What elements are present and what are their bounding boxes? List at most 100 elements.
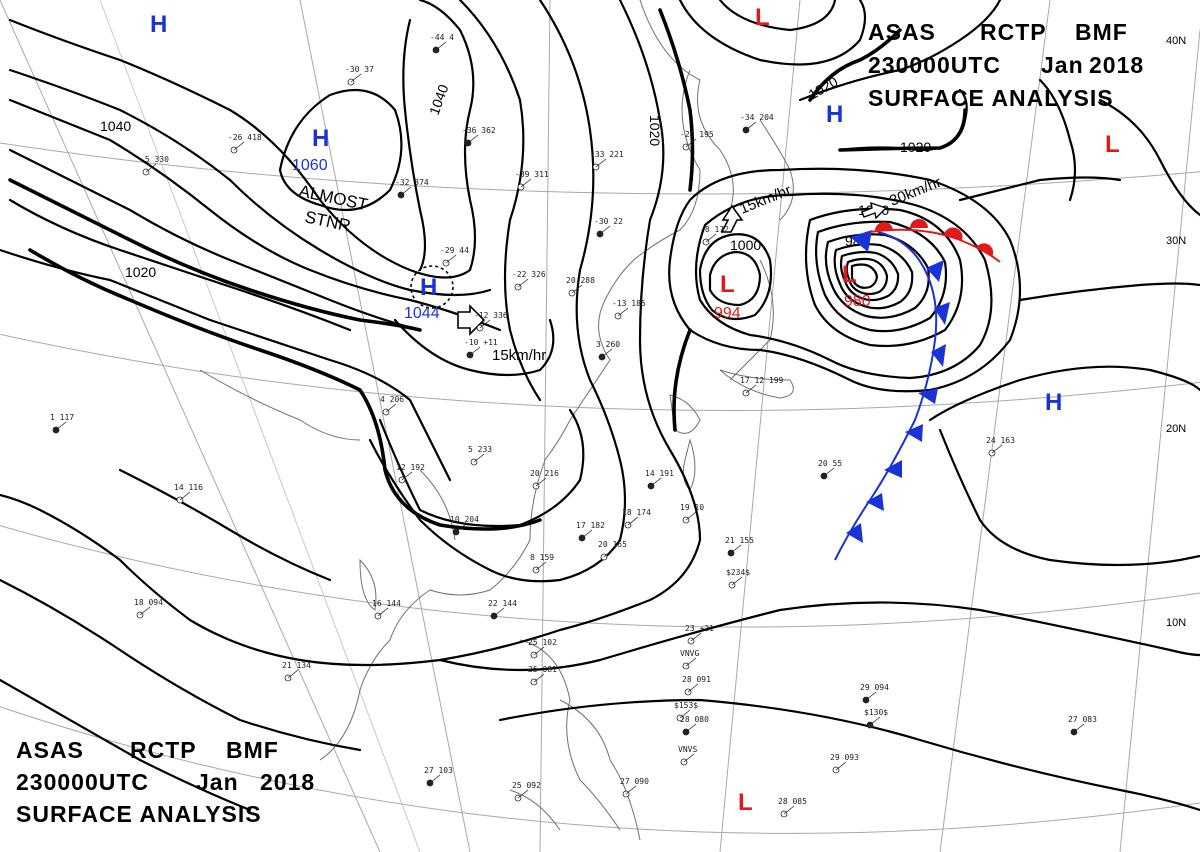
station-label: 25 102 <box>528 638 557 647</box>
high-center-symbol: H <box>420 274 437 301</box>
station-label: 20 165 <box>598 540 627 549</box>
station-plot: -44 4 <box>430 33 454 54</box>
almost-stnr-line2: STNR <box>303 207 352 235</box>
station-plot: $234$ <box>726 568 750 589</box>
isobar-label: 1020 <box>125 264 156 280</box>
low-movement-arrow <box>861 201 888 220</box>
high-center-symbol: H <box>150 11 167 38</box>
station-plot: 27 103 <box>424 766 453 787</box>
station-plot: 29 094 <box>860 683 889 704</box>
title-bottom-product: SURFACE ANALYSIS <box>16 801 262 827</box>
cold-front-barb <box>934 302 950 325</box>
station-label: 20 216 <box>530 469 559 478</box>
station-plot: 14 191 <box>645 469 674 490</box>
station-plot: 17 12 199 <box>740 376 784 397</box>
station-label: VNVG <box>680 649 699 658</box>
station-plot: VNVG <box>680 649 699 670</box>
title-block-bottom: ASAS RCTP BMF 230000UTC Jan 2018 SURFACE… <box>16 737 315 827</box>
station-label: 29 094 <box>860 683 889 692</box>
low-center-symbol: L <box>755 4 770 31</box>
station-label: 16 144 <box>372 599 401 608</box>
wind-barb <box>683 753 695 763</box>
station-plot: 24 163 <box>986 436 1015 457</box>
station-plot: 22 144 <box>488 599 517 620</box>
station-label: -30 37 <box>345 65 374 74</box>
wind-barb <box>650 477 662 487</box>
station-plot: 3 260 <box>596 340 620 361</box>
cold-front-barb <box>884 460 902 478</box>
wind-barb <box>690 632 702 642</box>
station-label: -30 22 <box>594 217 623 226</box>
wind-barb <box>385 403 397 413</box>
station-plot: -5 330 <box>140 155 169 176</box>
station-label: -22 326 <box>512 270 546 279</box>
title-bottom-year: 2018 <box>260 769 315 795</box>
station-plot: -20 195 <box>680 130 714 151</box>
cold-front-barb <box>931 344 946 367</box>
station-label: 17 12 199 <box>740 376 784 385</box>
isobars <box>0 0 1200 812</box>
title-bottom-agency: ASAS <box>16 737 84 763</box>
wind-barb <box>233 141 245 151</box>
station-label: 28 085 <box>778 797 807 806</box>
wind-barb <box>835 761 847 771</box>
wind-barb <box>179 491 191 501</box>
wind-barb <box>571 284 583 294</box>
wind-barb <box>745 121 757 131</box>
station-plot: $153$ <box>674 701 698 722</box>
station-label: -12 336 <box>474 311 508 320</box>
station-plot: 8 159 <box>530 553 554 574</box>
wind-barb <box>617 307 629 317</box>
title-top-product: SURFACE ANALYSIS <box>868 85 1114 111</box>
station-plot: 25 102 <box>528 638 557 659</box>
station-label: 21 155 <box>725 536 754 545</box>
warm-front-bump <box>944 227 963 240</box>
station-plot: -34 204 <box>740 113 774 134</box>
station-plot: 28 091 <box>682 675 711 696</box>
station-plot: 17 182 <box>576 521 605 542</box>
station-label: 28 080 <box>680 715 709 724</box>
cold-front-barb <box>850 230 872 252</box>
station-plot: 28 085 <box>778 797 807 818</box>
cold-front <box>834 230 950 561</box>
high-movement-speed: 15km/hr <box>492 347 546 364</box>
station-label: 3 260 <box>596 340 620 349</box>
station-plots: -44 4 -30 37 -26 418 -36 362 -5 330 -39 311 -3… <box>50 33 1097 818</box>
cold-front-barb <box>846 523 863 543</box>
wind-barb <box>533 673 545 683</box>
wind-barb <box>455 523 467 533</box>
isobar-label: 1040 <box>426 82 452 117</box>
station-label: -8 172 <box>700 225 729 234</box>
wind-barb <box>400 186 412 196</box>
station-plot: 27 083 <box>1068 715 1097 736</box>
title-bottom-station: RCTP <box>130 737 197 763</box>
wind-barb <box>685 138 697 148</box>
station-label: $234$ <box>726 568 750 577</box>
station-plot: 18 174 <box>622 508 651 529</box>
station-label: 18 174 <box>622 508 651 517</box>
station-plot: 1 117 <box>50 413 74 434</box>
wind-barb <box>429 774 441 784</box>
station-label: 14 116 <box>174 483 203 492</box>
station-label: 10 204 <box>450 515 479 524</box>
high-center-symbol: H <box>312 125 329 152</box>
station-label: 1 117 <box>50 413 74 422</box>
wind-barb <box>401 471 413 481</box>
wind-barb <box>350 73 362 83</box>
station-label: -33 221 <box>590 150 624 159</box>
station-plot: $130$ <box>864 708 888 729</box>
title-top-office: BMF <box>1075 19 1128 45</box>
station-label: 27 090 <box>620 777 649 786</box>
station-label: 24 163 <box>986 436 1015 445</box>
wind-barb <box>823 467 835 477</box>
station-label: VNVS <box>678 745 697 754</box>
wind-barb <box>731 576 743 586</box>
station-label: 22 144 <box>488 599 517 608</box>
wind-barb <box>517 789 529 799</box>
wind-barb <box>869 716 881 726</box>
station-label: 14 191 <box>645 469 674 478</box>
station-label: -20 195 <box>680 130 714 139</box>
cold-front-barb <box>905 424 923 442</box>
